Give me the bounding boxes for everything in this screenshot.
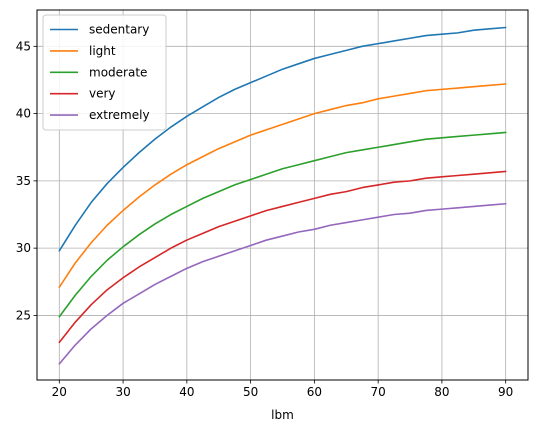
y-tick-label: 30 [16, 241, 31, 255]
series-line-moderate [58, 131, 507, 318]
plot-frame [36, 9, 529, 381]
series-line-sedentary [58, 26, 507, 252]
axis-ticks: 20 30 40 50 60 70 80 90 25 30 35 40 45 [16, 39, 514, 399]
y-tick-label: 45 [16, 39, 31, 53]
legend-label: very [89, 87, 116, 101]
x-tick-label: 80 [434, 385, 449, 399]
x-tick-label: 20 [52, 385, 67, 399]
legend-label: sedentary [89, 23, 149, 37]
legend-label: moderate [89, 65, 147, 79]
y-tick-label: 40 [16, 107, 31, 121]
legend-label: extremely [89, 108, 150, 122]
y-tick-label: 35 [16, 174, 31, 188]
x-tick-label: 90 [498, 385, 513, 399]
x-tick-label: 60 [307, 385, 322, 399]
legend-item-sedentary: sedentary [50, 23, 149, 37]
x-axis-label: lbm [271, 408, 294, 422]
x-tick-label: 50 [243, 385, 258, 399]
series-line-extremely [58, 202, 507, 365]
legend-box [42, 14, 167, 131]
series-lines [58, 26, 507, 365]
legend-item-very: very [50, 87, 116, 101]
y-tick-label: 25 [16, 308, 31, 322]
series-line-very [58, 170, 507, 344]
legend-item-light: light [50, 44, 116, 58]
x-tick-label: 30 [115, 385, 130, 399]
x-tick-label: 40 [179, 385, 194, 399]
legend: sedentary light moderate very extremely [42, 14, 167, 131]
series-line-light [58, 83, 507, 288]
legend-label: light [89, 44, 116, 58]
x-tick-label: 70 [371, 385, 386, 399]
legend-item-extremely: extremely [50, 108, 150, 122]
legend-item-moderate: moderate [50, 65, 147, 79]
